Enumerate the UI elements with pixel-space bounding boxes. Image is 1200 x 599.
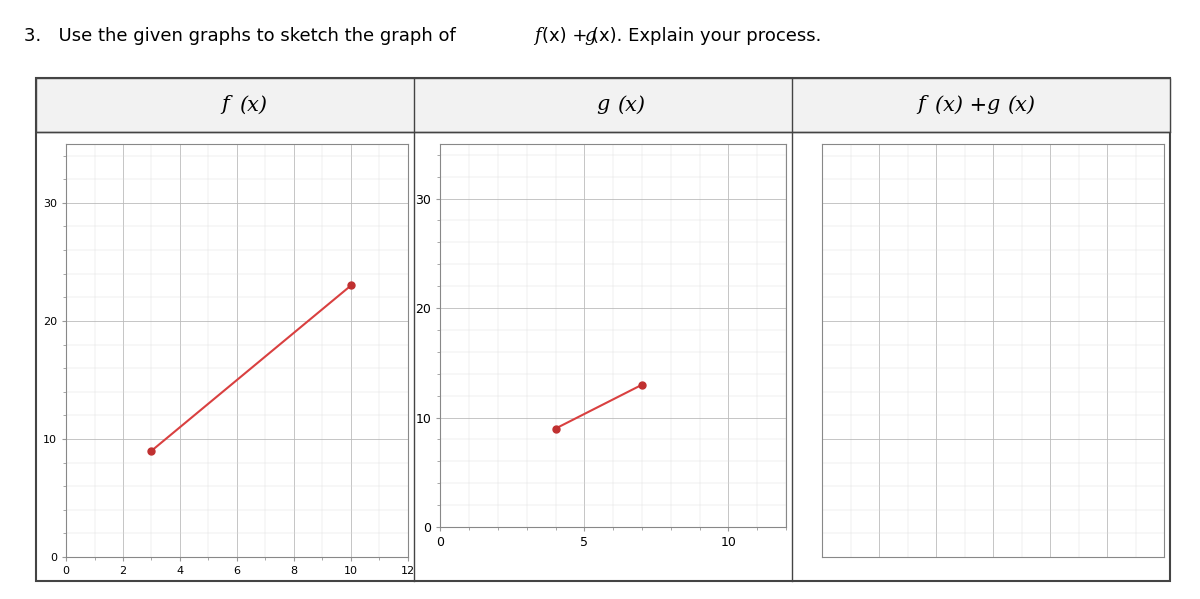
Text: 3.   Use the given graphs to sketch the graph of: 3. Use the given graphs to sketch the gr… [24,27,462,45]
Text: (x) +: (x) + [936,95,994,114]
Text: (x): (x) [240,95,268,114]
Text: f: f [534,27,541,45]
Text: g: g [584,27,596,45]
Text: g: g [596,95,610,114]
Text: (x): (x) [1008,95,1036,114]
Text: (x). Explain your process.: (x). Explain your process. [592,27,821,45]
Text: (x): (x) [618,95,646,114]
Text: g: g [986,95,1000,114]
Text: f: f [221,95,229,114]
Text: f: f [917,95,925,114]
Text: (x) +: (x) + [542,27,594,45]
